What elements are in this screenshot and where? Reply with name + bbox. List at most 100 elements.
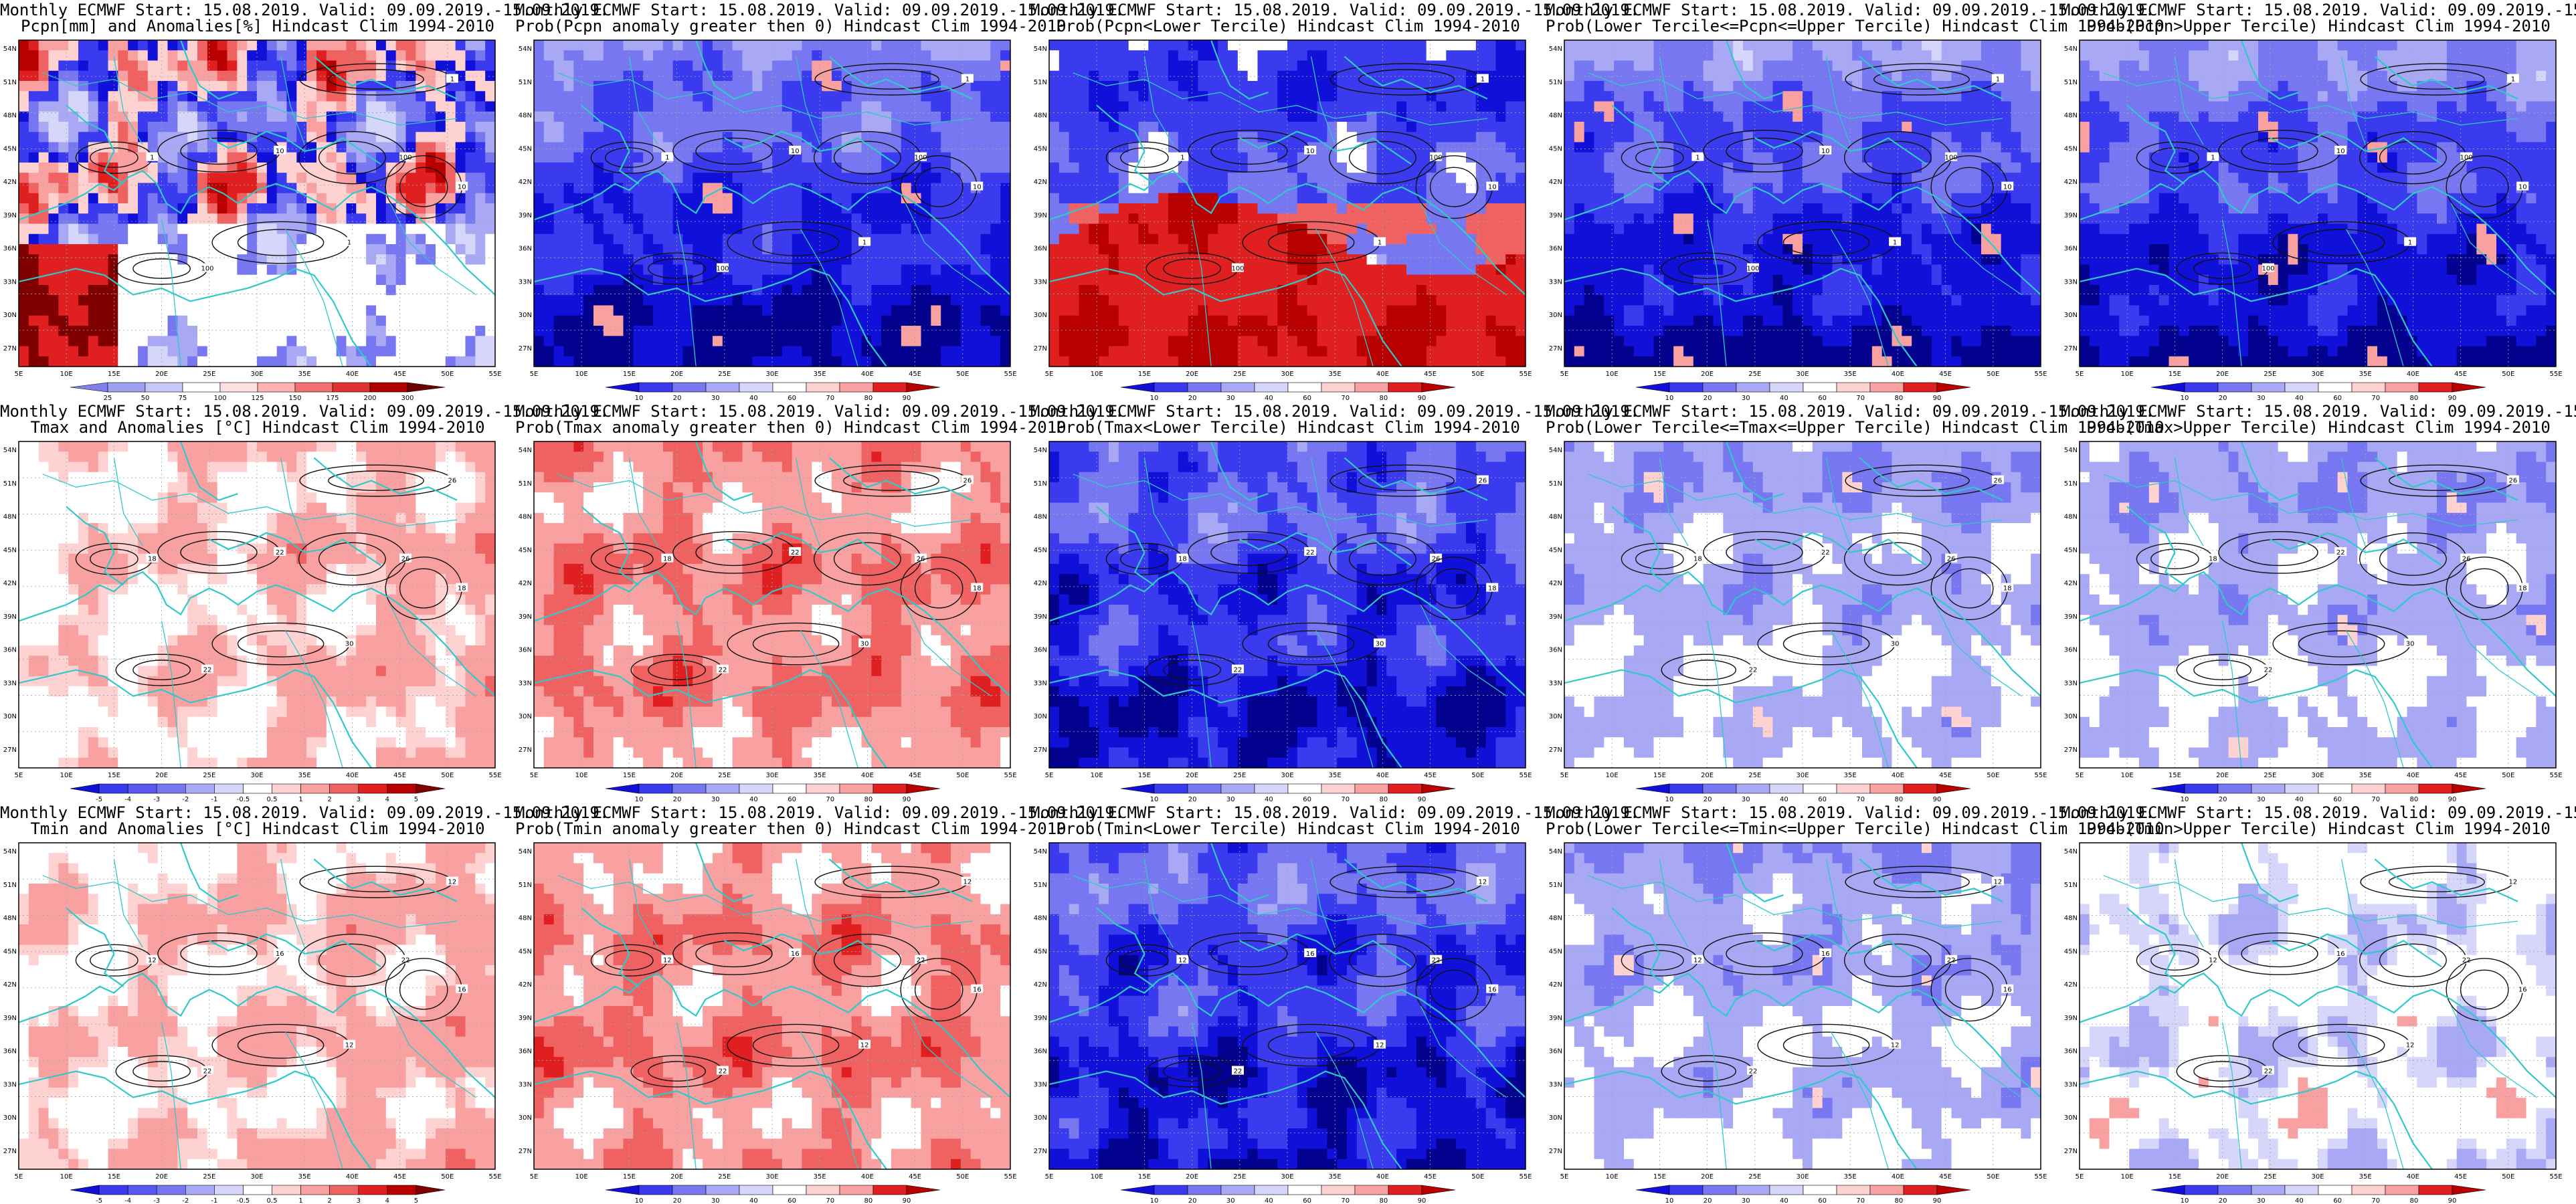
field-cell [960, 254, 972, 266]
field-cell [1099, 173, 1109, 184]
field-cell [682, 356, 693, 367]
field-cell [563, 285, 574, 296]
field-cell [832, 122, 842, 132]
field-cell [891, 60, 902, 72]
field-cell [207, 101, 218, 112]
field-cell [1198, 152, 1208, 163]
field-cell [593, 346, 604, 357]
field-cell [960, 326, 972, 336]
field-cell [1327, 111, 1338, 122]
field-cell [1237, 223, 1249, 235]
field-cell [266, 233, 278, 245]
field-cell [643, 81, 654, 92]
field-cell [1089, 163, 1099, 173]
field-cell [772, 203, 783, 214]
field-cell [48, 183, 59, 194]
field-cell [603, 213, 614, 225]
field-cell [346, 183, 357, 194]
field-cell [672, 254, 684, 266]
field-cell [901, 163, 912, 173]
field-cell [792, 173, 803, 184]
field-cell [1118, 356, 1129, 367]
field-cell [19, 101, 29, 112]
field-cell [1228, 346, 1238, 357]
latitude-label: 39N [3, 212, 17, 219]
field-cell [1257, 70, 1268, 82]
field-cell [426, 326, 436, 336]
field-cell [1059, 183, 1070, 194]
field-cell [276, 152, 288, 163]
field-cell [613, 183, 624, 194]
coastline-path [1310, 56, 1336, 145]
field-cell [1485, 336, 1497, 347]
field-cell [326, 274, 337, 286]
map-svg-2: 110100110100154N51N48N45N42N39N36N33N30N… [519, 39, 1017, 401]
field-cell [1079, 244, 1089, 255]
field-cell [1941, 40, 1952, 51]
field-cell [1396, 193, 1407, 204]
field-cell [941, 274, 951, 286]
field-cell [376, 40, 387, 51]
field-cell [416, 274, 426, 286]
colorbar-label: 100 [213, 395, 226, 401]
longitude-label: 30E [1281, 371, 1293, 378]
field-cell [1436, 183, 1447, 194]
field-cell [217, 101, 228, 112]
field-cell [703, 193, 713, 204]
field-cell [822, 213, 832, 225]
field-cell [802, 152, 812, 163]
field-cell [306, 336, 317, 347]
field-cell [376, 244, 387, 255]
field-cell [1237, 81, 1249, 92]
field-cell [1138, 326, 1149, 336]
field-cell [990, 223, 1001, 235]
field-cell [1178, 305, 1189, 316]
field-cell [1466, 315, 1477, 326]
field-cell [78, 173, 89, 184]
field-cell [227, 254, 238, 266]
field-cell [732, 295, 743, 306]
coastline-path [1073, 72, 1488, 126]
field-cell [573, 305, 584, 316]
field-cell [247, 173, 258, 184]
field-cell [128, 295, 139, 306]
field-cell [1277, 173, 1288, 184]
field-cell [742, 264, 753, 276]
field-cell [573, 40, 584, 51]
field-cell [1426, 122, 1437, 132]
field-cell [1347, 163, 1358, 173]
field-cell [1436, 244, 1447, 255]
field-cell [395, 101, 407, 112]
field-cell [742, 356, 753, 367]
field-cell [772, 50, 783, 62]
field-cell [395, 233, 407, 245]
field-cell [38, 233, 50, 245]
field-cell [38, 91, 50, 102]
field-cell [1317, 173, 1327, 184]
field-cell [376, 356, 387, 367]
field-cell [970, 163, 982, 173]
field-cell [553, 193, 565, 204]
field-cell [257, 111, 268, 122]
field-cell [356, 203, 367, 214]
field-cell [19, 173, 29, 184]
field-cell [1426, 101, 1437, 112]
field-cell [1337, 295, 1348, 306]
contour-line [1163, 258, 1222, 279]
field-cell [543, 152, 555, 163]
field-cell [553, 244, 565, 255]
field-cell [781, 254, 793, 266]
field-cell [1466, 183, 1477, 194]
field-cell [385, 285, 397, 296]
field-cell [1059, 244, 1070, 255]
field-cell [207, 274, 218, 286]
field-cell [792, 50, 803, 62]
field-cell [911, 346, 922, 357]
field-cell [553, 326, 565, 336]
field-cell [207, 203, 218, 214]
field-cell [752, 274, 763, 286]
field-cell [871, 152, 882, 163]
field-cell [672, 50, 684, 62]
field-cell [772, 305, 783, 316]
field-cell [247, 233, 258, 245]
